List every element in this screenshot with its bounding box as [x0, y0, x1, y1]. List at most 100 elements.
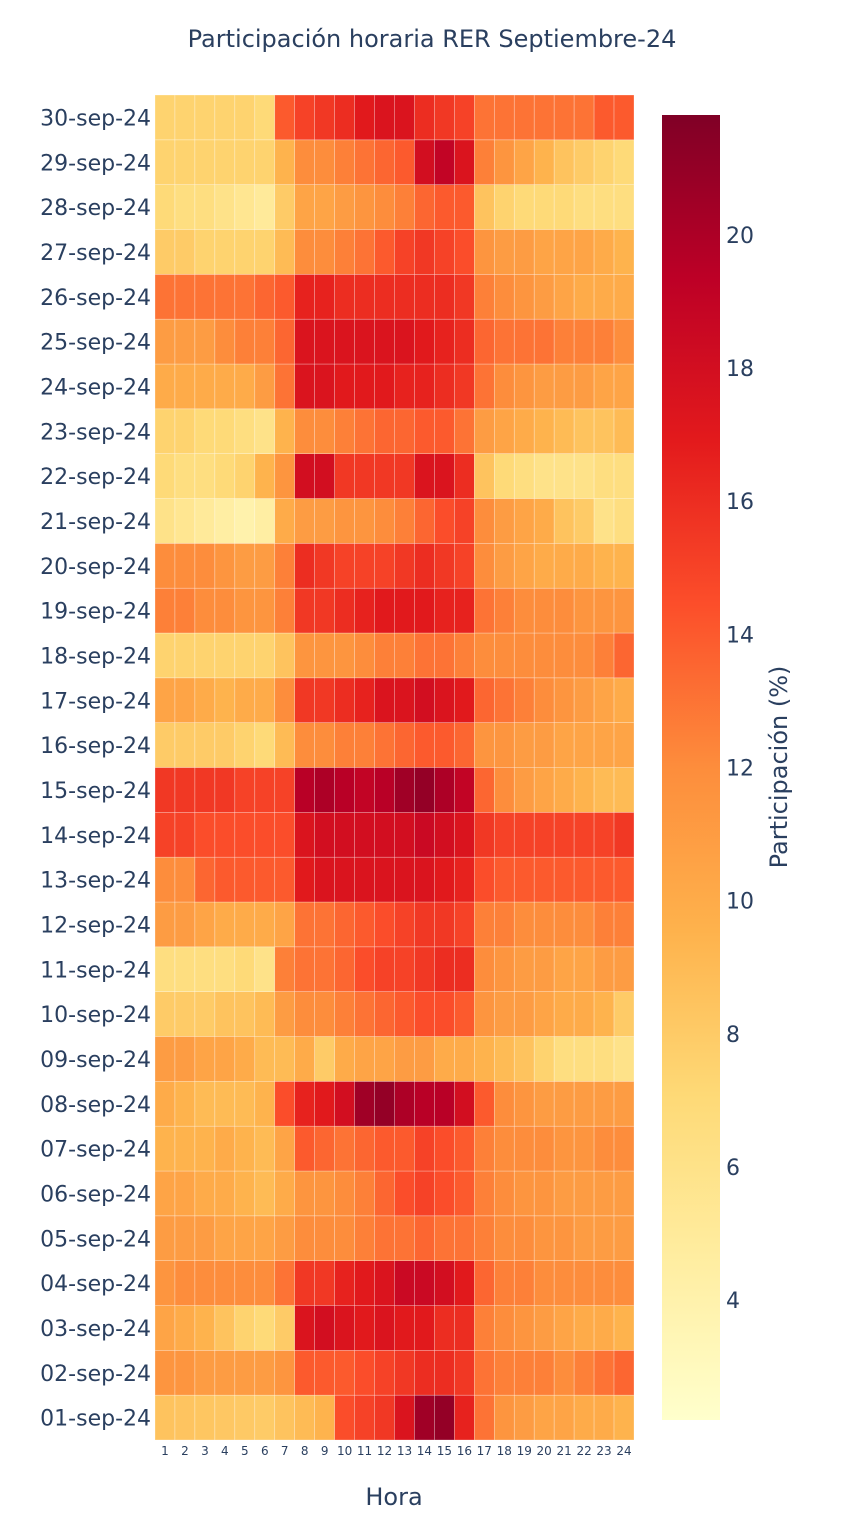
heatmap-cell: [593, 94, 615, 141]
colorbar: [662, 115, 720, 1420]
heatmap-cell: [314, 543, 335, 589]
heatmap-cell: [294, 1081, 315, 1127]
heatmap-cell: [593, 901, 615, 948]
heatmap-cell: [573, 139, 595, 185]
heatmap-cell: [553, 587, 575, 634]
heatmap-cell: [493, 229, 515, 275]
heatmap-cell: [613, 991, 635, 1037]
heatmap-cell: [234, 722, 256, 768]
heatmap-cell: [274, 1350, 296, 1396]
heatmap-cell: [394, 1350, 415, 1396]
heatmap-cell: [294, 677, 315, 723]
heatmap-cell: [613, 812, 635, 858]
heatmap-cell: [394, 1260, 415, 1306]
heatmap-cell: [613, 1260, 635, 1306]
heatmap-cell: [533, 1215, 555, 1261]
heatmap-cell: [533, 318, 555, 365]
heatmap-cell: [493, 363, 515, 410]
heatmap-cell: [354, 901, 375, 948]
heatmap-cell: [154, 632, 176, 679]
y-tick-label: 23-sep-24: [40, 420, 151, 445]
heatmap-cell: [613, 453, 635, 499]
heatmap-cell: [234, 229, 256, 275]
heatmap-cell: [434, 1036, 455, 1082]
heatmap-cell: [394, 1081, 415, 1127]
heatmap-cell: [394, 632, 415, 679]
heatmap-cell: [314, 991, 335, 1037]
heatmap-cell: [513, 1260, 535, 1306]
colorbar-tick-label: 20: [726, 224, 754, 249]
heatmap-cell: [174, 1305, 196, 1351]
heatmap-cell: [174, 229, 196, 275]
heatmap-cell: [234, 1305, 256, 1351]
y-tick-label: 18-sep-24: [40, 644, 151, 669]
heatmap-cell: [274, 543, 296, 589]
heatmap-cell: [214, 318, 236, 365]
heatmap-cell: [334, 1350, 355, 1396]
heatmap-cell: [274, 812, 296, 858]
heatmap-cell: [294, 139, 315, 185]
heatmap-cell: [274, 318, 296, 365]
heatmap-cell: [573, 1036, 595, 1082]
heatmap-cell: [234, 1394, 256, 1441]
heatmap-cell: [194, 1260, 216, 1306]
heatmap-cell: [254, 1215, 276, 1261]
heatmap-cell: [314, 812, 335, 858]
y-tick-label: 01-sep-24: [40, 1407, 151, 1432]
heatmap-cell: [174, 587, 196, 634]
heatmap-cell: [254, 1125, 276, 1172]
heatmap-cell: [334, 453, 355, 499]
heatmap-cell: [154, 1170, 176, 1217]
heatmap-cell: [334, 1215, 355, 1261]
heatmap-cell: [214, 1036, 236, 1082]
heatmap-cell: [154, 184, 176, 230]
heatmap-cell: [593, 722, 615, 768]
heatmap-cell: [314, 677, 335, 723]
heatmap-cell: [254, 1170, 276, 1217]
heatmap-cell: [434, 632, 455, 679]
heatmap-cell: [194, 722, 216, 768]
heatmap-cell: [513, 1170, 535, 1217]
heatmap-cell: [593, 1125, 615, 1172]
heatmap-cell: [354, 139, 375, 185]
heatmap-cell: [274, 139, 296, 185]
heatmap-cell: [493, 722, 515, 768]
heatmap-cell: [174, 363, 196, 410]
heatmap-cell: [414, 812, 435, 858]
heatmap-cell: [314, 498, 335, 544]
heatmap-cell: [593, 1170, 615, 1217]
heatmap-cell: [254, 94, 276, 141]
heatmap-cell: [553, 94, 575, 141]
heatmap-cell: [174, 1125, 196, 1172]
heatmap-cell: [593, 1215, 615, 1261]
y-tick-label: 21-sep-24: [40, 510, 151, 535]
heatmap-cell: [474, 363, 495, 410]
heatmap-cell: [593, 1394, 615, 1441]
heatmap-cell: [434, 812, 455, 858]
heatmap-cell: [394, 946, 415, 992]
heatmap-cell: [314, 856, 335, 903]
heatmap-cell: [573, 318, 595, 365]
heatmap-cell: [613, 722, 635, 768]
heatmap-cell: [553, 1125, 575, 1172]
heatmap-cell: [394, 587, 415, 634]
heatmap-cell: [354, 453, 375, 499]
heatmap-cell: [374, 1305, 395, 1351]
heatmap-cell: [394, 184, 415, 230]
heatmap-cell: [354, 543, 375, 589]
heatmap-cell: [174, 767, 196, 813]
heatmap-cell: [613, 1081, 635, 1127]
colorbar-tick-label: 8: [726, 1023, 740, 1048]
heatmap-cell: [214, 453, 236, 499]
heatmap-cell: [154, 1350, 176, 1396]
heatmap-cell: [214, 946, 236, 992]
heatmap-cell: [174, 139, 196, 185]
heatmap-cell: [234, 1260, 256, 1306]
heatmap-cell: [354, 498, 375, 544]
heatmap-cell: [234, 1081, 256, 1127]
heatmap-cell: [454, 543, 475, 589]
heatmap-cell: [493, 767, 515, 813]
heatmap-cell: [573, 901, 595, 948]
heatmap-cell: [513, 991, 535, 1037]
heatmap-cell: [513, 856, 535, 903]
